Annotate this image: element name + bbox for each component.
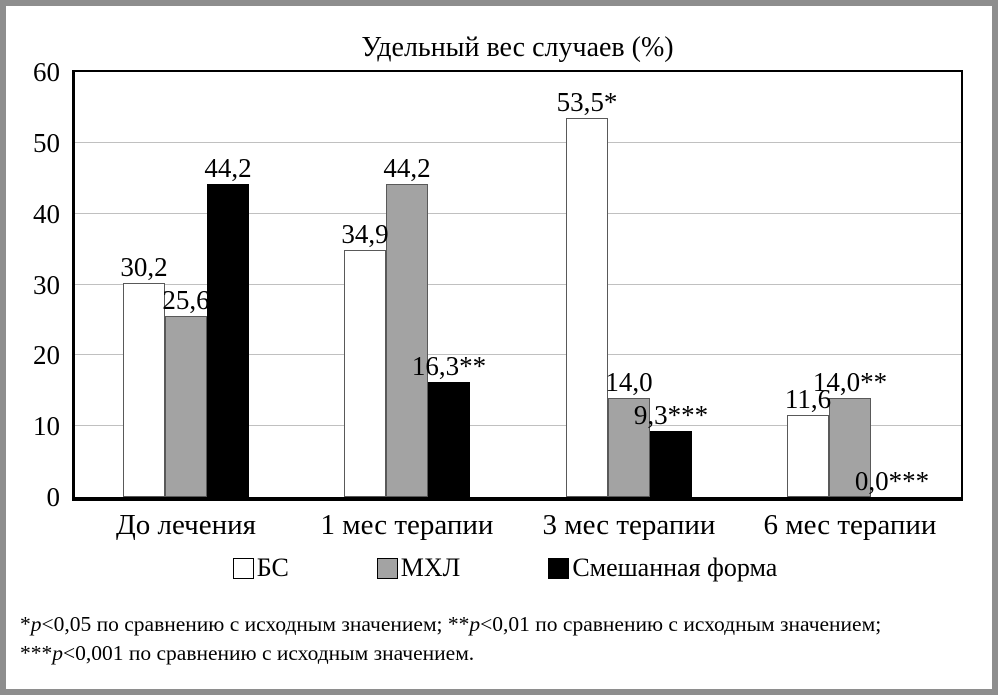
- bar-value-label: 0,0***: [854, 466, 930, 496]
- legend: БС МХЛ Смешанная форма: [6, 553, 992, 582]
- category-label-3: 3 мес терапии: [542, 509, 716, 541]
- bar-БС-1 мес терапии: [344, 250, 386, 497]
- bar-value-label: 14,0**: [812, 367, 888, 397]
- footnote-text: ***: [20, 641, 53, 665]
- bar-БС-3 мес терапии: [566, 118, 608, 497]
- legend-item-МХЛ: МХЛ: [376, 553, 461, 582]
- bar-МХЛ-6 мес терапии: [829, 398, 871, 497]
- gridline: [75, 425, 961, 427]
- bar-value-label: 14,0: [605, 367, 653, 397]
- footnote-line: *p<0,05 по сравнению с исходным значение…: [20, 610, 992, 639]
- gridline: [75, 141, 961, 143]
- bar-БС-До лечения: [123, 283, 165, 497]
- category-label-2: 1 мес терапии: [320, 509, 494, 541]
- legend-label: БС: [256, 553, 289, 582]
- y-tick-label: 40: [33, 198, 60, 229]
- y-tick-label: 50: [33, 127, 60, 158]
- category-label-1: До лечения: [116, 509, 256, 541]
- footnote-text: p: [52, 641, 63, 665]
- bar-Смешанная форма-3 мес терапии: [650, 431, 692, 497]
- footnote-text: *: [20, 612, 31, 636]
- legend-swatch-icon: [232, 557, 254, 579]
- bar-МХЛ-До лечения: [165, 316, 207, 497]
- y-tick-label: 10: [33, 411, 60, 442]
- y-tick-label: 0: [46, 482, 61, 512]
- plot-area: 30,2 25,6 44,2 34,9 44,2 16,3** 53,5* 14,0 9,3**…: [72, 70, 963, 501]
- category-label-4: 6 мес терапии: [763, 509, 937, 541]
- bar-МХЛ-3 мес терапии: [608, 398, 650, 497]
- legend-swatch-icon: [548, 557, 570, 579]
- bar-МХЛ-1 мес терапии: [386, 184, 428, 497]
- legend-label: МХЛ: [400, 553, 461, 582]
- gridline: [75, 212, 961, 214]
- gridline: [75, 354, 961, 356]
- y-tick-label: 60: [33, 57, 60, 87]
- footnote-text: **: [447, 612, 470, 636]
- footnote: *p<0,05 по сравнению с исходным значение…: [20, 610, 992, 668]
- bar-Смешанная форма-До лечения: [207, 184, 249, 497]
- legend-label: Смешанная форма: [572, 553, 778, 582]
- y-tick-label: 20: [33, 340, 60, 371]
- footnote-text: <0,01 по сравнению с исходным значением;: [480, 612, 882, 636]
- bar-value-label: 44,2: [204, 153, 252, 183]
- bar-value-label: 53,5*: [556, 87, 618, 117]
- y-tick-label: 30: [33, 269, 60, 300]
- footnote-text: p: [469, 612, 481, 636]
- bar-value-label: 11,6: [784, 384, 832, 414]
- bar-value-label: 16,3**: [411, 351, 487, 381]
- x-axis: До лечения 1 мес терапии 3 мес терапии 6 ме…: [75, 508, 961, 544]
- footnote-line: ***p<0,001 по сравнению с исходным значе…: [20, 639, 992, 668]
- legend-item-БС: БС: [232, 553, 289, 582]
- bar-БС-6 мес терапии: [787, 415, 829, 497]
- bar-value-label: 25,6: [162, 285, 210, 315]
- footnote-text: p: [30, 612, 42, 636]
- footnote-text: <0,001 по сравнению с исходным значением…: [63, 641, 475, 665]
- bar-value-label: 9,3***: [633, 400, 709, 430]
- gridline: [75, 283, 961, 285]
- legend-swatch-icon: [376, 557, 398, 579]
- bar-value-label: 44,2: [383, 153, 431, 183]
- bar-Смешанная форма-1 мес терапии: [428, 382, 470, 497]
- chart-title: Удельный вес случаев (%): [361, 32, 674, 63]
- bar-value-label: 30,2: [120, 252, 168, 282]
- legend-item-Смешанная форма: Смешанная форма: [548, 554, 777, 582]
- y-axis: 0 10 20 30 40 50 60: [6, 6, 61, 689]
- footnote-text: <0,05 по сравнению с исходным значением;: [41, 612, 448, 636]
- bar-value-label: 34,9: [341, 219, 389, 249]
